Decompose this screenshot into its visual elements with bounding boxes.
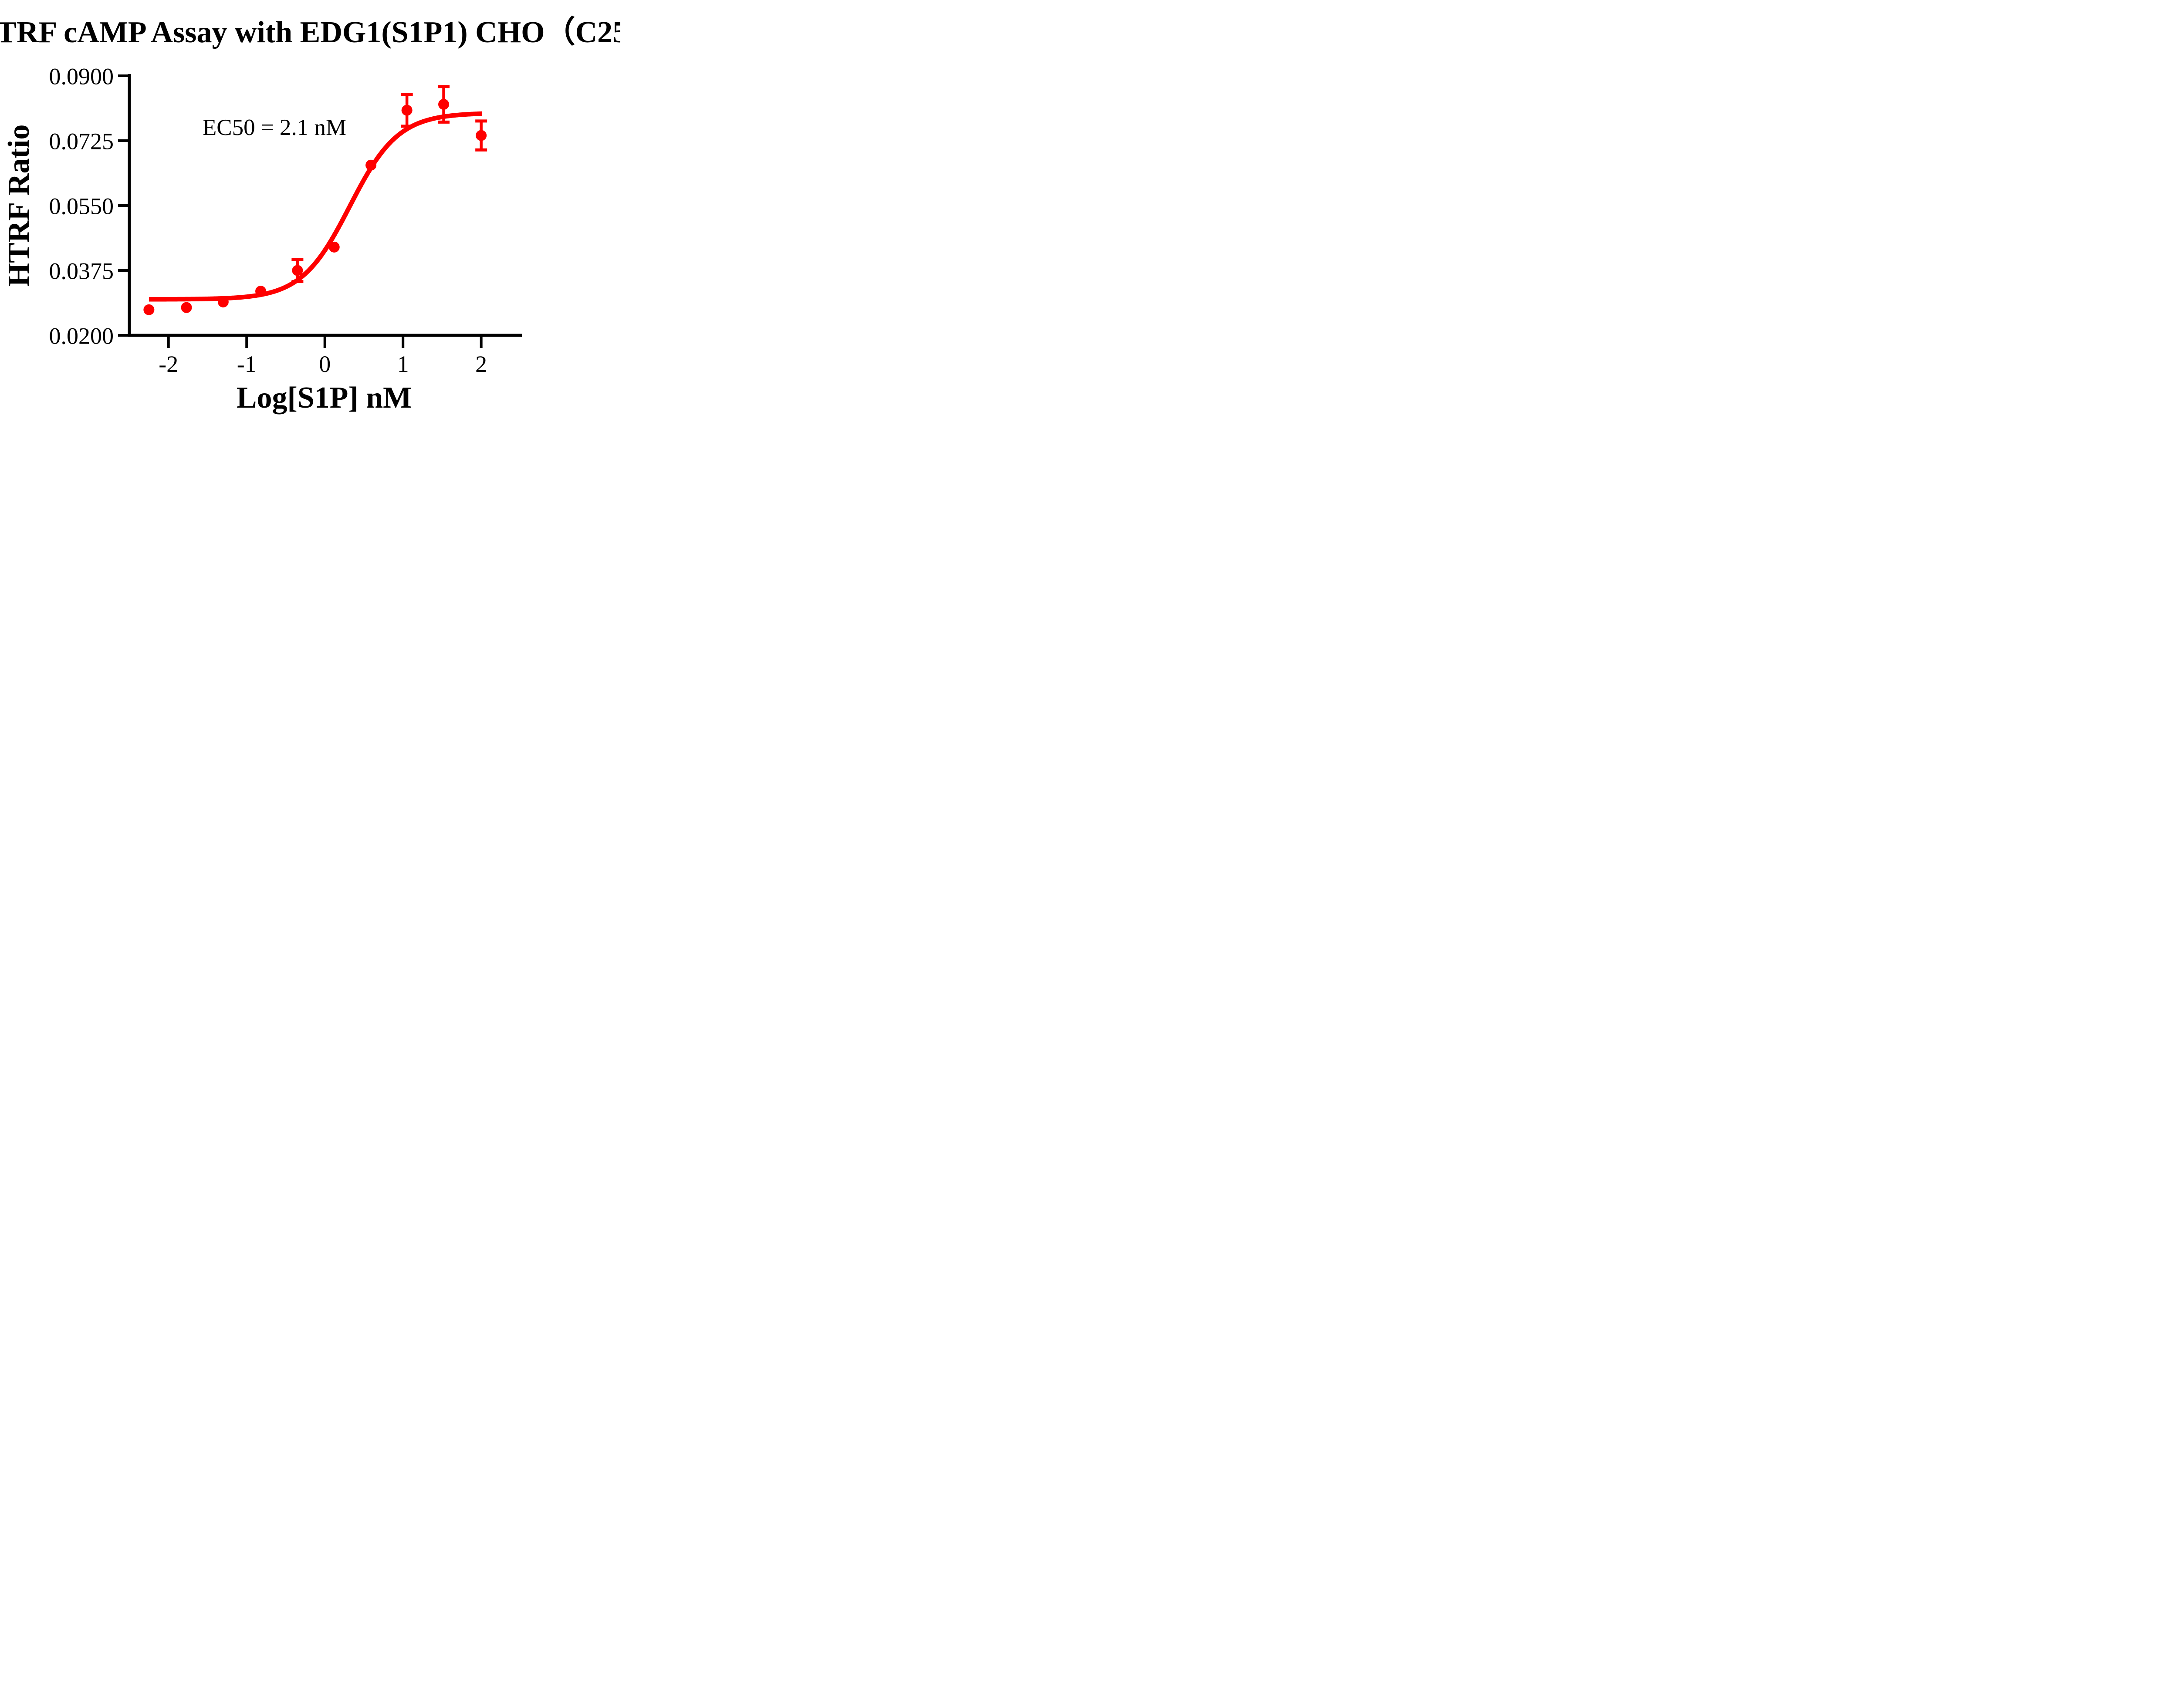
fit-curve-path — [149, 111, 482, 302]
ec50-annotation: EC50 = 2.1 nM — [203, 115, 346, 140]
x-tick-label: -2 — [159, 351, 178, 377]
data-point — [365, 159, 377, 171]
data-point — [476, 130, 487, 141]
x-tick-label: 2 — [475, 351, 487, 377]
chart-title: HTRF cAMP Assay with EDG1(S1P1) CHO（C25） — [0, 15, 620, 49]
chart-figure: HTRF cAMP Assay with EDG1(S1P1) CHO（C25）… — [0, 0, 658, 427]
y-tick-label: 0.0900 — [49, 63, 114, 89]
y-tick-label: 0.0550 — [49, 193, 114, 219]
x-tick-label: 0 — [319, 351, 331, 377]
chart-canvas: HTRF cAMP Assay with EDG1(S1P1) CHO（C25）… — [0, 15, 658, 415]
dose-response-fit-curve — [149, 111, 482, 302]
data-point — [292, 265, 303, 276]
data-point — [255, 286, 267, 297]
y-axis-label: HTRF Ratio — [2, 125, 36, 287]
y-tick-label: 0.0725 — [49, 128, 114, 154]
data-point — [217, 296, 229, 307]
y-tick-label: 0.0375 — [49, 258, 114, 284]
y-axis-ticks — [118, 74, 129, 337]
data-point — [328, 241, 340, 253]
data-point — [438, 99, 450, 110]
y-tick-label: 0.0200 — [49, 323, 114, 349]
data-point — [401, 105, 413, 116]
x-axis-ticks — [167, 336, 483, 348]
x-tick-label: -1 — [237, 351, 257, 377]
data-point — [181, 302, 192, 313]
data-point — [143, 304, 155, 315]
x-tick-label: 1 — [397, 351, 409, 377]
x-tick-labels: -2 -1 0 1 2 — [159, 351, 487, 377]
axes — [128, 74, 522, 337]
data-points — [143, 99, 487, 315]
y-tick-labels: 0.0200 0.0375 0.0550 0.0725 0.0900 — [49, 63, 114, 349]
x-axis-label: Log[S1P] nM — [237, 381, 412, 415]
